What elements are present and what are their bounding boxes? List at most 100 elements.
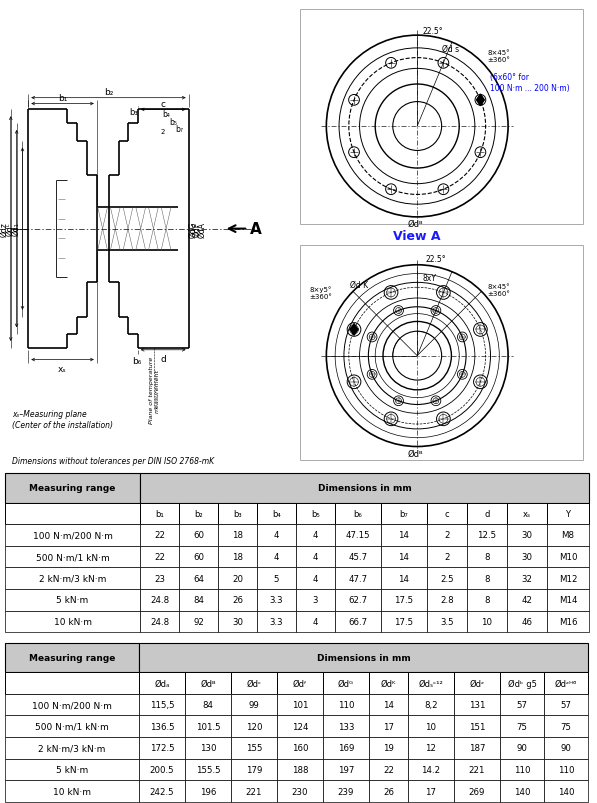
Text: 269: 269 xyxy=(469,787,485,796)
Text: 62.7: 62.7 xyxy=(349,596,368,605)
Text: 155: 155 xyxy=(246,744,262,752)
Text: 188: 188 xyxy=(292,765,308,774)
Bar xyxy=(507,546,547,568)
Text: Dimensions without tolerances per DIN ISO 2768-mK: Dimensions without tolerances per DIN IS… xyxy=(12,456,214,465)
Bar xyxy=(5,759,139,781)
Text: 60: 60 xyxy=(193,531,204,540)
Text: 18: 18 xyxy=(232,552,243,561)
Bar xyxy=(231,672,277,694)
Bar xyxy=(185,694,231,715)
Bar xyxy=(231,737,277,759)
Text: ØdF: ØdF xyxy=(193,222,202,237)
Bar xyxy=(381,611,427,633)
Bar xyxy=(544,694,588,715)
Text: b₄: b₄ xyxy=(162,110,170,119)
Text: 30: 30 xyxy=(522,552,533,561)
Text: Dimensions in mm: Dimensions in mm xyxy=(318,484,411,493)
Text: 17.5: 17.5 xyxy=(395,618,414,626)
Text: b₆: b₆ xyxy=(132,357,141,365)
Bar xyxy=(185,737,231,759)
Text: M14: M14 xyxy=(559,596,577,605)
Bar xyxy=(218,568,257,589)
Bar xyxy=(323,759,369,781)
Text: 24.8: 24.8 xyxy=(150,618,169,626)
Text: b₅: b₅ xyxy=(311,509,320,518)
Text: 4: 4 xyxy=(313,531,318,540)
Text: 75: 75 xyxy=(516,722,528,731)
Text: 2: 2 xyxy=(444,552,450,561)
Bar xyxy=(323,781,369,802)
Bar xyxy=(179,589,218,611)
Bar xyxy=(296,546,335,568)
Bar xyxy=(408,715,454,737)
Text: 26: 26 xyxy=(383,787,394,796)
Bar xyxy=(408,737,454,759)
Text: 239: 239 xyxy=(338,787,354,796)
Bar xyxy=(257,611,296,633)
Bar xyxy=(231,715,277,737)
Bar xyxy=(408,781,454,802)
Bar xyxy=(381,503,427,524)
Text: 22: 22 xyxy=(154,531,165,540)
Bar xyxy=(427,589,467,611)
Bar xyxy=(408,759,454,781)
Text: Ødᶜ: Ødᶜ xyxy=(247,679,261,687)
Bar xyxy=(277,672,323,694)
Text: 23: 23 xyxy=(154,574,165,583)
Bar xyxy=(179,503,218,524)
Bar xyxy=(5,715,139,737)
Bar xyxy=(231,781,277,802)
Bar xyxy=(179,546,218,568)
Text: 2 kN·m/3 kN·m: 2 kN·m/3 kN·m xyxy=(38,744,106,752)
Bar xyxy=(231,694,277,715)
Bar xyxy=(507,503,547,524)
Bar xyxy=(544,781,588,802)
Bar xyxy=(296,589,335,611)
Text: M10: M10 xyxy=(559,552,577,561)
Bar xyxy=(369,694,408,715)
Text: 2: 2 xyxy=(161,128,165,135)
Bar xyxy=(408,694,454,715)
Text: 2: 2 xyxy=(444,531,450,540)
Bar xyxy=(139,759,185,781)
Bar xyxy=(257,568,296,589)
Text: Ødᴮ: Ødᴮ xyxy=(407,220,423,229)
Text: 221: 221 xyxy=(469,765,485,774)
Text: d: d xyxy=(161,355,166,364)
Bar xyxy=(335,546,381,568)
Text: 10 kN·m: 10 kN·m xyxy=(53,787,91,796)
Bar xyxy=(369,737,408,759)
Text: 4: 4 xyxy=(313,552,318,561)
Text: 5: 5 xyxy=(274,574,279,583)
Bar xyxy=(5,737,139,759)
Bar xyxy=(500,737,544,759)
Text: 45.7: 45.7 xyxy=(349,552,368,561)
Bar xyxy=(5,524,140,546)
Bar xyxy=(335,503,381,524)
Bar xyxy=(185,715,231,737)
Text: 124: 124 xyxy=(292,722,308,731)
Bar xyxy=(454,737,500,759)
Bar xyxy=(277,694,323,715)
Bar xyxy=(547,546,589,568)
Text: 14: 14 xyxy=(399,552,410,561)
Text: 3.3: 3.3 xyxy=(270,618,284,626)
Bar xyxy=(140,474,589,503)
Text: Ødᶻᴴ⁶: Ødᶻᴴ⁶ xyxy=(555,679,577,687)
Bar xyxy=(323,694,369,715)
Text: 3.3: 3.3 xyxy=(270,596,284,605)
Text: 30: 30 xyxy=(232,618,243,626)
Text: b₇: b₇ xyxy=(399,509,408,518)
Text: 160: 160 xyxy=(292,744,308,752)
Bar xyxy=(500,715,544,737)
Text: 131: 131 xyxy=(469,700,485,709)
Text: 500 N·m/1 kN·m: 500 N·m/1 kN·m xyxy=(35,722,109,731)
Text: b₃: b₃ xyxy=(130,108,138,116)
Text: 17.5: 17.5 xyxy=(395,596,414,605)
Text: 20: 20 xyxy=(232,574,243,583)
Text: 4: 4 xyxy=(274,552,279,561)
Bar xyxy=(369,715,408,737)
Text: b₂: b₂ xyxy=(194,509,203,518)
Bar xyxy=(218,524,257,546)
Bar xyxy=(185,781,231,802)
